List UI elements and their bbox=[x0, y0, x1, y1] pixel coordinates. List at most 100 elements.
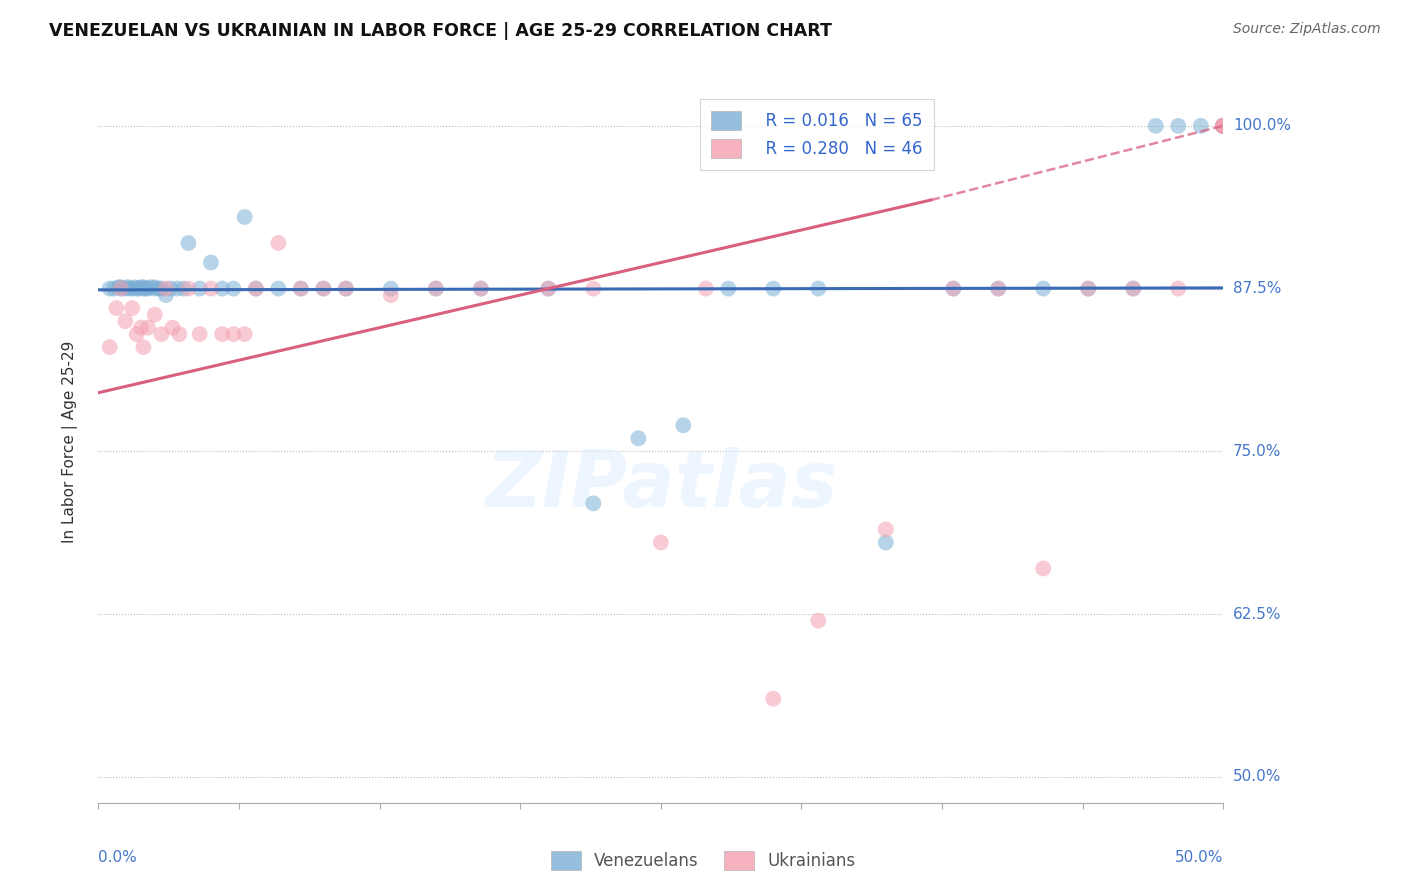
Point bbox=[103, 282, 125, 296]
Point bbox=[335, 282, 357, 296]
Point bbox=[200, 255, 222, 269]
Point bbox=[1212, 119, 1234, 133]
Point bbox=[875, 535, 897, 549]
Point bbox=[1212, 119, 1234, 133]
Text: 50.0%: 50.0% bbox=[1175, 850, 1223, 864]
Point bbox=[125, 282, 148, 296]
Point bbox=[1032, 561, 1054, 575]
Point bbox=[425, 282, 447, 296]
Point bbox=[143, 280, 166, 294]
Point bbox=[132, 340, 155, 354]
Point bbox=[1212, 119, 1234, 133]
Point bbox=[121, 282, 143, 296]
Point bbox=[166, 282, 188, 296]
Point bbox=[1032, 282, 1054, 296]
Point bbox=[1212, 119, 1234, 133]
Point bbox=[1212, 119, 1234, 133]
Point bbox=[942, 282, 965, 296]
Point bbox=[537, 282, 560, 296]
Point bbox=[233, 210, 256, 224]
Point bbox=[1167, 119, 1189, 133]
Point bbox=[98, 282, 121, 296]
Text: 100.0%: 100.0% bbox=[1233, 119, 1291, 133]
Point bbox=[177, 282, 200, 296]
Point bbox=[1212, 119, 1234, 133]
Point bbox=[1144, 119, 1167, 133]
Point bbox=[1167, 282, 1189, 296]
Point bbox=[132, 280, 155, 294]
Point bbox=[233, 327, 256, 342]
Point bbox=[875, 523, 897, 537]
Point bbox=[1212, 119, 1234, 133]
Point bbox=[136, 320, 159, 334]
Point bbox=[1212, 119, 1234, 133]
Point bbox=[1212, 119, 1234, 133]
Point bbox=[807, 282, 830, 296]
Text: 50.0%: 50.0% bbox=[1233, 769, 1281, 784]
Point bbox=[1122, 282, 1144, 296]
Legend:   R = 0.016   N = 65,   R = 0.280   N = 46: R = 0.016 N = 65, R = 0.280 N = 46 bbox=[700, 99, 934, 169]
Legend: Venezuelans, Ukrainians: Venezuelans, Ukrainians bbox=[544, 844, 862, 877]
Point bbox=[1212, 119, 1234, 133]
Point bbox=[312, 282, 335, 296]
Point bbox=[222, 327, 245, 342]
Point bbox=[425, 282, 447, 296]
Point bbox=[128, 282, 150, 296]
Point bbox=[148, 282, 170, 296]
Point bbox=[312, 282, 335, 296]
Point bbox=[155, 282, 177, 296]
Point bbox=[762, 691, 785, 706]
Point bbox=[125, 327, 148, 342]
Point bbox=[267, 235, 290, 250]
Point bbox=[150, 282, 173, 296]
Point bbox=[672, 418, 695, 433]
Point bbox=[335, 282, 357, 296]
Point bbox=[132, 282, 155, 296]
Point bbox=[1077, 282, 1099, 296]
Point bbox=[150, 327, 173, 342]
Y-axis label: In Labor Force | Age 25-29: In Labor Force | Age 25-29 bbox=[62, 341, 77, 542]
Point bbox=[162, 320, 184, 334]
Text: ZIPatlas: ZIPatlas bbox=[485, 447, 837, 523]
Text: 87.5%: 87.5% bbox=[1233, 281, 1281, 296]
Point bbox=[245, 282, 267, 296]
Point bbox=[211, 282, 233, 296]
Point bbox=[380, 288, 402, 302]
Text: 75.0%: 75.0% bbox=[1233, 444, 1281, 458]
Point bbox=[627, 431, 650, 445]
Point bbox=[129, 320, 152, 334]
Point bbox=[650, 535, 672, 549]
Point bbox=[290, 282, 312, 296]
Point bbox=[114, 314, 136, 328]
Point bbox=[1212, 119, 1234, 133]
Point bbox=[124, 280, 146, 294]
Point bbox=[110, 282, 132, 296]
Point bbox=[188, 282, 211, 296]
Point bbox=[987, 282, 1010, 296]
Point bbox=[245, 282, 267, 296]
Point bbox=[139, 280, 162, 294]
Point bbox=[188, 327, 211, 342]
Point bbox=[222, 282, 245, 296]
Point bbox=[129, 280, 152, 294]
Point bbox=[155, 288, 177, 302]
Point bbox=[1212, 119, 1234, 133]
Point bbox=[537, 282, 560, 296]
Point bbox=[470, 282, 492, 296]
Point bbox=[762, 282, 785, 296]
Point bbox=[169, 327, 191, 342]
Point bbox=[135, 282, 157, 296]
Point bbox=[942, 282, 965, 296]
Point bbox=[1212, 119, 1234, 133]
Point bbox=[1189, 119, 1212, 133]
Point bbox=[987, 282, 1010, 296]
Point bbox=[290, 282, 312, 296]
Point bbox=[807, 614, 830, 628]
Text: VENEZUELAN VS UKRAINIAN IN LABOR FORCE | AGE 25-29 CORRELATION CHART: VENEZUELAN VS UKRAINIAN IN LABOR FORCE |… bbox=[49, 22, 832, 40]
Point bbox=[136, 282, 159, 296]
Point bbox=[114, 282, 136, 296]
Point bbox=[110, 280, 132, 294]
Point bbox=[200, 282, 222, 296]
Point bbox=[470, 282, 492, 296]
Text: Source: ZipAtlas.com: Source: ZipAtlas.com bbox=[1233, 22, 1381, 37]
